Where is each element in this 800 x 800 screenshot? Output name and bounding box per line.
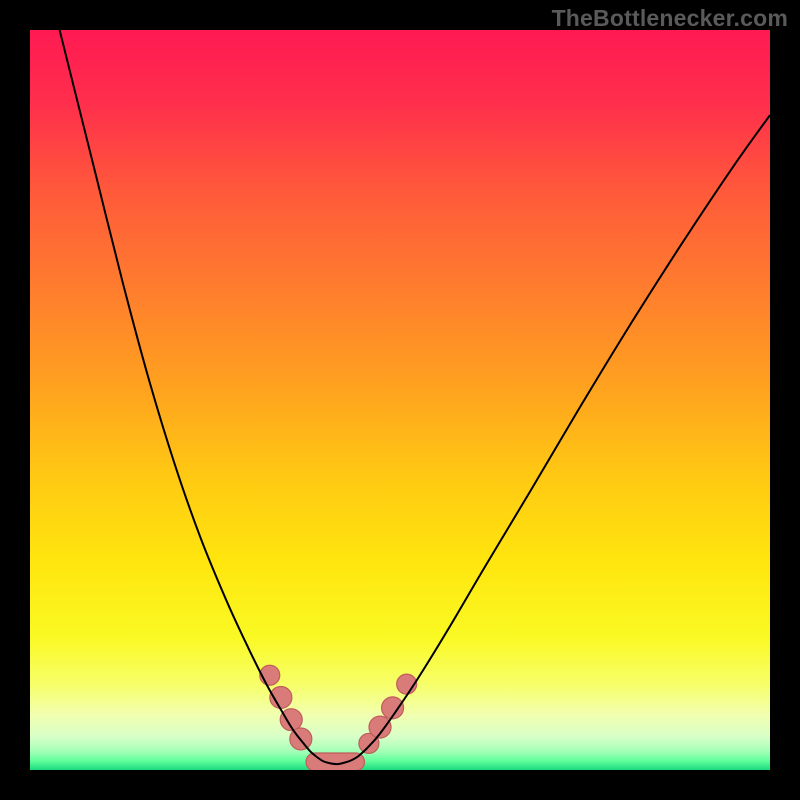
- plot-svg: [30, 30, 770, 770]
- watermark-text: TheBottlenecker.com: [552, 5, 788, 32]
- gradient-background: [30, 30, 770, 770]
